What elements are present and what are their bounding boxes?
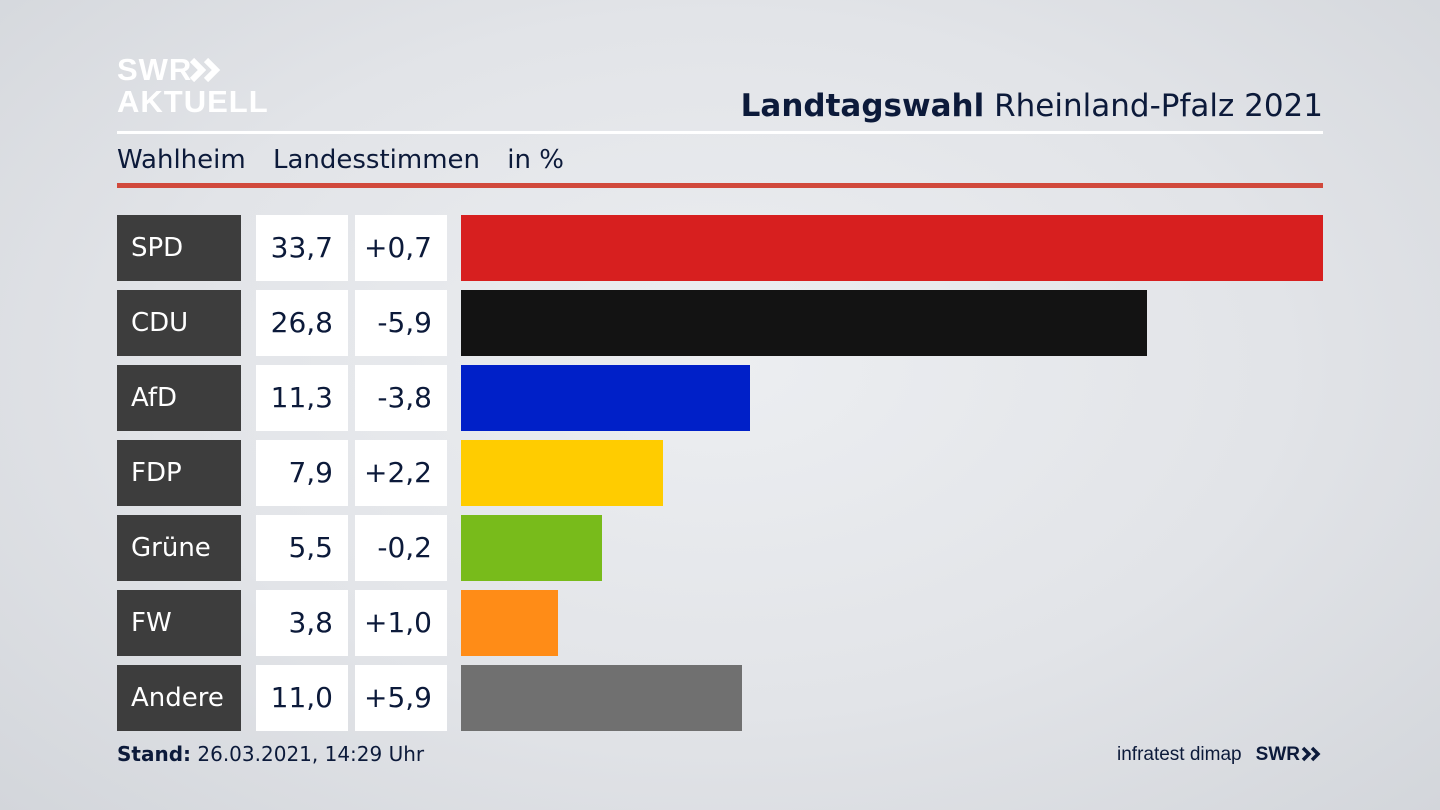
bar-andere — [461, 665, 743, 731]
result-row: FW 3,8 +1,0 — [117, 590, 1323, 656]
subtitle-place: Wahlheim — [117, 145, 246, 175]
result-row: Grüne 5,5 -0,2 — [117, 515, 1323, 581]
bar-fdp — [461, 440, 664, 506]
party-label: AfD — [117, 365, 241, 431]
subtitle-unit: in % — [507, 145, 564, 175]
footer-swr-text: SWR — [1255, 744, 1300, 765]
bar-fw — [461, 590, 559, 656]
change-label: +5,9 — [355, 665, 447, 731]
logo-swr-text: SWR — [117, 52, 193, 87]
subtitle: Wahlheim Landesstimmen in % — [117, 143, 583, 177]
double-chevron-right-icon — [1301, 746, 1321, 762]
party-label: FDP — [117, 440, 241, 506]
vote-share-label: 33,7 — [256, 215, 348, 281]
change-label: -5,9 — [355, 290, 447, 356]
timestamp: Stand: 26.03.2021, 14:29 Uhr — [117, 740, 424, 768]
bar-spd — [461, 215, 1323, 281]
result-row: AfD 11,3 -3,8 — [117, 365, 1323, 431]
change-label: +1,0 — [355, 590, 447, 656]
party-label: Andere — [117, 665, 241, 731]
change-label: -3,8 — [355, 365, 447, 431]
party-label: SPD — [117, 215, 241, 281]
result-row: CDU 26,8 -5,9 — [117, 290, 1323, 356]
source-label: infratest dimap — [1117, 744, 1242, 765]
accent-divider — [117, 183, 1323, 188]
party-label: FW — [117, 590, 241, 656]
logo-aktuell-text: AKTUELL — [117, 84, 269, 119]
result-row: SPD 33,7 +0,7 — [117, 215, 1323, 281]
source-credit: infratest dimap SWR — [1117, 740, 1323, 769]
footer-swr-logo: SWR — [1256, 744, 1323, 765]
header-divider — [117, 131, 1323, 134]
stand-value: 26.03.2021, 14:29 Uhr — [197, 742, 425, 766]
change-label: -0,2 — [355, 515, 447, 581]
bar-afd — [461, 365, 751, 431]
bar-gr-ne — [461, 515, 602, 581]
bar-cdu — [461, 290, 1147, 356]
title-rest: Rheinland-Pfalz 2021 — [994, 88, 1323, 124]
vote-share-label: 7,9 — [256, 440, 348, 506]
vote-share-label: 26,8 — [256, 290, 348, 356]
vote-share-label: 3,8 — [256, 590, 348, 656]
result-row: FDP 7,9 +2,2 — [117, 440, 1323, 506]
subtitle-vote-type: Landesstimmen — [272, 145, 481, 175]
change-label: +0,7 — [355, 215, 447, 281]
page-title: Landtagswahl Rheinland-Pfalz 2021 — [741, 86, 1323, 126]
swr-aktuell-logo: SWR AKTUELL — [117, 54, 277, 118]
result-row: Andere 11,0 +5,9 — [117, 665, 1323, 731]
stand-label: Stand: — [117, 742, 192, 766]
party-label: Grüne — [117, 515, 241, 581]
vote-share-label: 11,3 — [256, 365, 348, 431]
vote-share-label: 5,5 — [256, 515, 348, 581]
vote-share-label: 11,0 — [256, 665, 348, 731]
party-label: CDU — [117, 290, 241, 356]
double-chevron-right-icon — [189, 58, 221, 82]
title-bold: Landtagswahl — [740, 88, 985, 124]
change-label: +2,2 — [355, 440, 447, 506]
